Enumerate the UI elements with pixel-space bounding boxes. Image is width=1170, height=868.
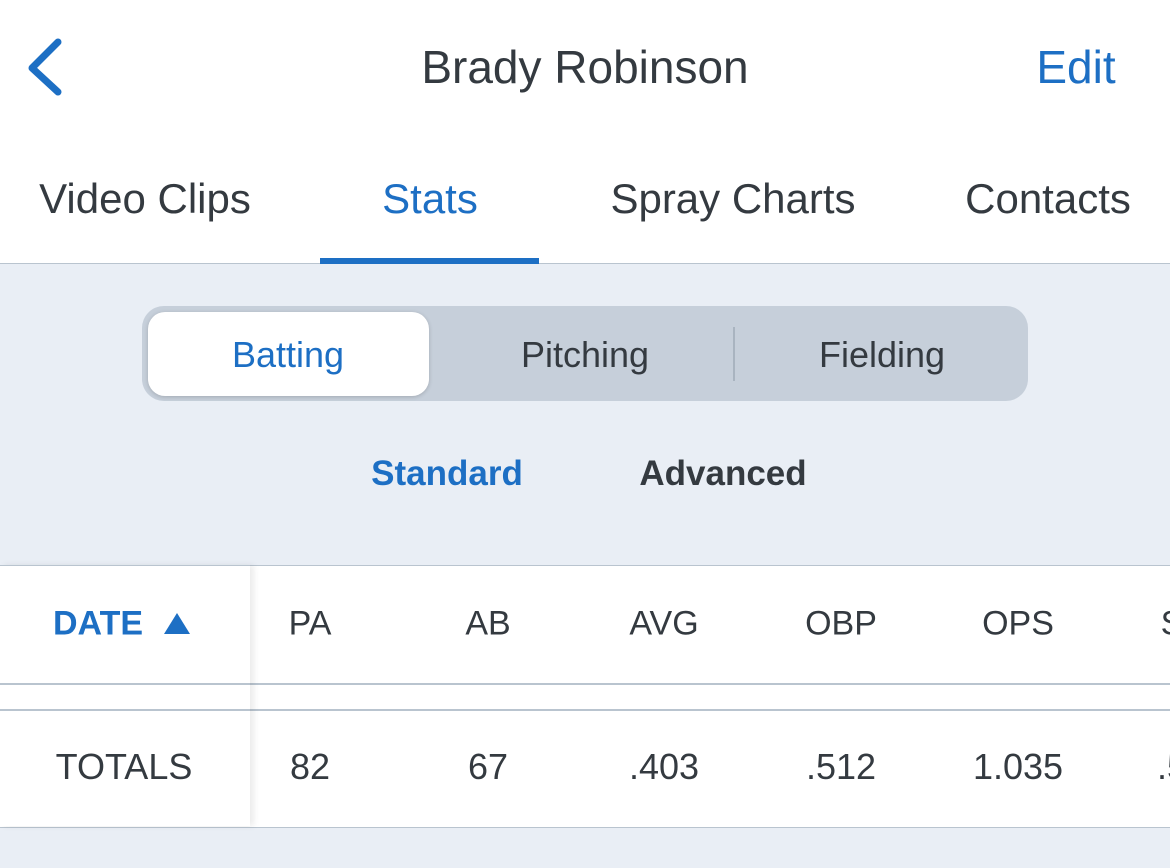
column-header[interactable]: S [1161, 605, 1170, 644]
tab-indicator [320, 258, 539, 264]
subtab[interactable]: Advanced [639, 454, 807, 493]
subtab[interactable]: Standard [371, 454, 523, 493]
column-header[interactable]: OPS [982, 604, 1054, 643]
segment-divider [733, 327, 735, 381]
cell: TOTALS [55, 746, 193, 787]
cell: 67 [467, 746, 509, 787]
cell: 1.035 [972, 746, 1064, 787]
sort-arrow[interactable] [162, 610, 192, 636]
header [0, 0, 1170, 264]
column-header[interactable]: OBP [805, 604, 877, 643]
segment[interactable]: Batting [231, 334, 345, 375]
segment[interactable]: Fielding [818, 334, 946, 375]
cell: .5 [1156, 746, 1170, 787]
segment-selected [148, 312, 429, 396]
cell: .512 [805, 746, 877, 787]
cell: 82 [289, 746, 331, 787]
column-header[interactable]: DATE [52, 604, 144, 643]
column-header[interactable]: AVG [629, 604, 699, 643]
row-separator [0, 683, 1170, 711]
tab[interactable]: Video Clips [39, 175, 251, 222]
column-header[interactable]: AB [465, 604, 511, 643]
cell: .403 [628, 746, 700, 787]
tab[interactable]: Contacts [965, 175, 1131, 222]
edit-button[interactable]: Edit [1036, 41, 1116, 93]
segment[interactable]: Pitching [520, 334, 650, 375]
tab[interactable]: Spray Charts [610, 175, 856, 222]
screen-title: Brady Robinson [421, 41, 749, 93]
tab[interactable]: Stats [382, 175, 478, 222]
column-header[interactable]: PA [288, 604, 332, 643]
back-button[interactable] [22, 36, 68, 98]
